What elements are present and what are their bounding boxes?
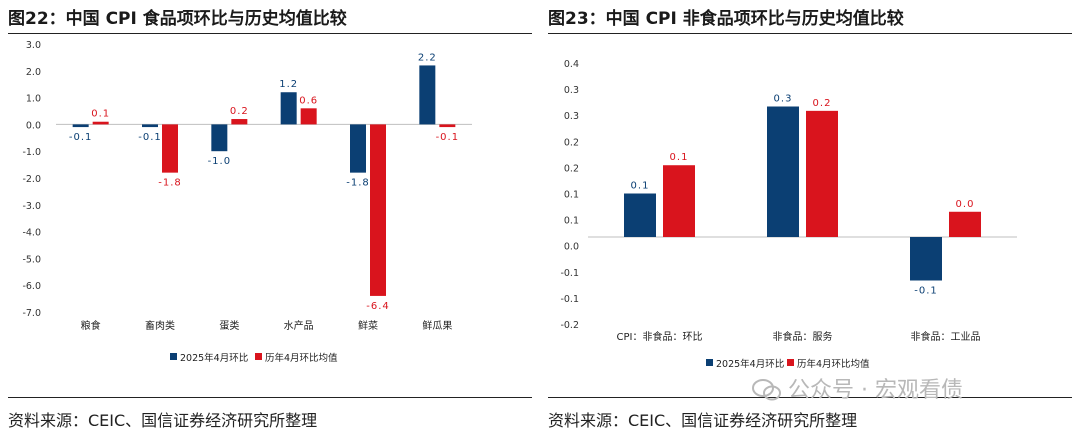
y-tick-label: -6.0: [22, 281, 41, 292]
title-rule: [548, 33, 1072, 34]
bar-current: [419, 65, 436, 125]
bar-current: [72, 124, 89, 128]
y-tick-label: -3.0: [22, 201, 41, 212]
data-label: -0.1: [138, 132, 162, 143]
data-label: -6.4: [366, 301, 390, 312]
y-tick-label: 1.0: [26, 94, 41, 105]
y-tick-label: 3.0: [26, 40, 41, 51]
y-tick-label: -2.0: [22, 174, 41, 185]
bar-average: [92, 121, 109, 125]
data-label: 0.0: [956, 199, 975, 210]
data-label: -1.8: [346, 178, 370, 189]
y-tick-label: -0.2: [560, 320, 579, 331]
food-cpi-bar-chart: 3.0 2.0 1.0 0.0 -1.0 -2.0 -3.0 -4.0 -5.0 -6.0 -7.0…: [22, 40, 472, 364]
data-label: 0.1: [631, 181, 650, 192]
bar-average: [949, 211, 981, 237]
source-rule: [548, 397, 1072, 398]
source-note: 资料来源：CEIC、国信证券经济研究所整理: [8, 411, 318, 430]
legend-swatch: [255, 353, 262, 360]
y-tick-label: 0.4: [564, 59, 579, 70]
legend-label: 历年4月环比均值: [265, 352, 338, 364]
data-label: 0.2: [230, 106, 249, 117]
data-label: 0.1: [670, 152, 689, 163]
y-tick-label: 0.1: [564, 216, 579, 227]
bar-average: [370, 124, 386, 296]
watermark-text: 公众号 · 宏观看债: [788, 378, 963, 403]
data-label: -0.1: [69, 132, 93, 143]
data-label: -1.0: [208, 156, 232, 167]
bar-current: [280, 92, 297, 125]
legend-swatch: [170, 353, 177, 360]
y-tick-label: 0.1: [564, 190, 579, 201]
data-label: 0.1: [91, 109, 110, 120]
category-label: 非食品：工业品: [911, 330, 981, 343]
figure-22: 图22：中国 CPI 食品项环比与历史均值比较 3.0 2.0 1.0 0.0 -1.0…: [8, 9, 532, 430]
data-label: 0.3: [774, 94, 793, 105]
legend-label: 2025年4月环比: [716, 358, 784, 370]
y-tick-label: -0.1: [560, 268, 579, 279]
bar-average: [439, 124, 456, 128]
figure-title: 图22：中国 CPI 食品项环比与历史均值比较: [8, 9, 347, 29]
y-tick-label: 0.0: [564, 242, 579, 253]
bar-current: [350, 124, 366, 173]
y-tick-label: -4.0: [22, 228, 41, 239]
y-tick-label: -7.0: [22, 308, 41, 319]
data-label: 0.2: [813, 98, 832, 109]
category-label: 鲜瓜果: [422, 319, 452, 332]
bar-current: [211, 124, 228, 152]
bar-current: [624, 193, 656, 237]
wechat-icon: [752, 379, 781, 401]
category-label: 水产品: [284, 319, 314, 332]
bar-average: [806, 110, 838, 237]
y-tick-label: 2.0: [26, 67, 41, 78]
category-label: 鲜菜: [358, 319, 378, 332]
nonfood-cpi-bar-chart: 0.4 0.3 0.3 0.2 0.2 0.1 0.1 0.0 -0.1 -0.1 -0.2 0.1 0…: [560, 59, 1017, 370]
legend-swatch: [787, 359, 794, 366]
legend-swatch: [706, 359, 713, 366]
y-tick-label: 0.2: [564, 163, 579, 174]
y-tick-label: 0.0: [26, 120, 41, 131]
y-tick-label: 0.3: [564, 85, 579, 96]
category-label: 非食品：服务: [773, 330, 833, 343]
figure-23: 图23：中国 CPI 非食品项环比与历史均值比较 0.4 0.3 0.3 0.2 0.2…: [540, 0, 1080, 439]
y-tick-label: -1.0: [22, 147, 41, 158]
y-tick-label: 0.3: [564, 111, 579, 122]
y-tick-label: 0.2: [564, 137, 579, 148]
category-label: 畜肉类: [145, 319, 175, 332]
y-tick-label: -5.0: [22, 254, 41, 265]
legend-label: 历年4月环比均值: [797, 358, 870, 370]
data-label: 1.2: [279, 79, 298, 90]
category-label: 蛋类: [219, 319, 239, 332]
category-label: CPI：非食品：环比: [617, 330, 703, 343]
bar-average: [162, 124, 178, 173]
data-label: -1.8: [158, 178, 182, 189]
category-label: 粮食: [81, 319, 101, 332]
data-label: 0.6: [299, 95, 318, 106]
data-label: 2.2: [418, 52, 437, 63]
bar-average: [231, 119, 248, 125]
source-rule: [8, 397, 532, 398]
bar-current: [142, 124, 158, 128]
watermark: 公众号 · 宏观看债: [752, 372, 963, 404]
y-tick-label: -0.1: [560, 294, 579, 305]
title-rule: [8, 33, 532, 34]
source-note: 资料来源：CEIC、国信证券经济研究所整理: [548, 411, 858, 430]
bar-average: [300, 108, 317, 125]
data-label: -0.1: [914, 286, 938, 297]
legend-label: 2025年4月环比: [180, 352, 248, 364]
data-label: -0.1: [436, 132, 460, 143]
figure-title: 图23：中国 CPI 非食品项环比与历史均值比较: [548, 9, 904, 29]
bar-current: [910, 237, 942, 281]
bar-average: [663, 165, 695, 237]
bar-current: [767, 106, 799, 237]
